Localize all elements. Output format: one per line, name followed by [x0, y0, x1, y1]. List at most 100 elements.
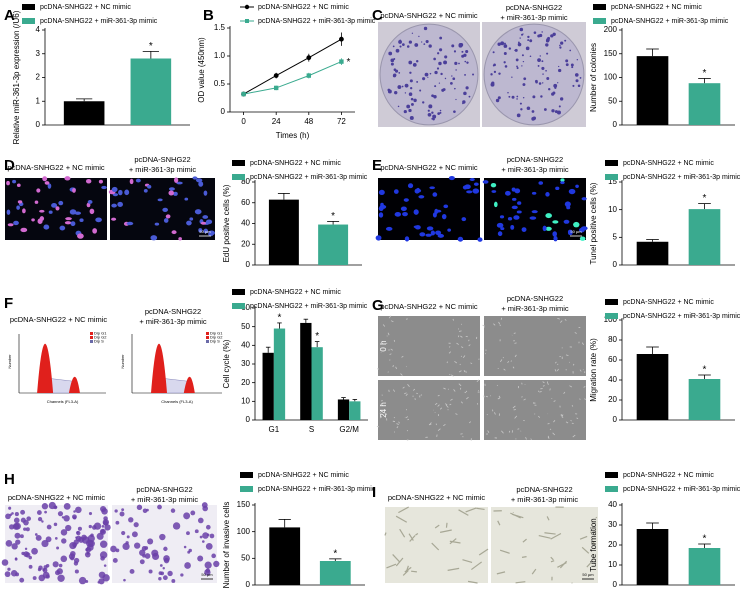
nucleus [419, 232, 426, 237]
nucleus [31, 218, 35, 222]
invasive-cell [142, 508, 148, 514]
cell-edge [563, 391, 566, 394]
invasive-cell [54, 537, 58, 540]
y-tick-label: 15 [608, 177, 617, 186]
legend-swatch [22, 18, 35, 24]
cell-edge [468, 339, 470, 342]
colony [490, 82, 495, 87]
cell-edge [407, 383, 410, 387]
cell-edge [464, 391, 467, 394]
invasive-cell [55, 570, 61, 576]
colony [390, 58, 395, 63]
tube-segment [404, 566, 412, 573]
invasive-cell [76, 531, 79, 534]
image-caption: pcDNA-SNHG22 [507, 155, 563, 164]
colony [500, 41, 505, 46]
invasive-cell [37, 567, 42, 572]
colony [437, 52, 440, 55]
colony [572, 84, 575, 87]
y-tick-label: 80 [241, 177, 250, 186]
colony [511, 76, 513, 78]
invasive-cell [81, 536, 90, 544]
data-point [339, 36, 344, 42]
colony [532, 95, 536, 99]
colony [538, 82, 542, 85]
cell-edge [434, 402, 438, 405]
nucleus [111, 186, 118, 192]
colony [565, 59, 569, 63]
nucleus [400, 206, 407, 212]
invasive-cell [31, 547, 38, 555]
legend-swatch [605, 313, 618, 319]
invasive-cell [53, 522, 58, 527]
legend-label: pcDNA-SNHG22 + miR-361-3p mimic [623, 174, 741, 181]
invasive-cell [158, 577, 162, 581]
y-tick-label: 0 [246, 580, 251, 589]
y-tick-label: 10 [608, 205, 617, 214]
colony [461, 50, 464, 53]
colony [522, 83, 526, 87]
scale-bar-label: 50 µm [582, 572, 594, 577]
invasive-cell [205, 524, 211, 530]
image-caption: pcDNA-SNHG22 + NC mimic [388, 493, 486, 502]
flow-g1-peak [151, 343, 167, 393]
invasive-cell [139, 549, 146, 556]
scale-bar-label: 50 µm [199, 229, 211, 234]
legend-swatch [240, 472, 253, 478]
nucleus [491, 190, 497, 193]
nucleus [415, 188, 422, 193]
colony [574, 73, 579, 77]
colony [490, 73, 493, 76]
legend-label: pcDNA-SNHG22 + NC mimic [250, 160, 341, 167]
colony [439, 62, 442, 65]
colony [577, 84, 581, 88]
nucleus [44, 181, 50, 185]
colony [516, 65, 518, 68]
cell-edge [564, 319, 567, 321]
cell-edge [388, 315, 392, 319]
legend-swatch [605, 160, 618, 166]
nucleus [568, 188, 576, 195]
invasive-cell [98, 578, 105, 585]
tube-segment [415, 532, 419, 536]
nucleus [6, 209, 11, 215]
tube-segment [384, 532, 387, 536]
y-axis-label: Number of invasive cells [222, 502, 231, 589]
micrograph [377, 315, 480, 377]
bar [636, 354, 669, 420]
legend-marker [244, 4, 250, 10]
invasive-cell [197, 517, 204, 524]
y-tick-label: 80 [608, 335, 617, 344]
nucleus [443, 204, 449, 209]
flow-legend-swatch [90, 340, 93, 343]
invasive-cell [162, 567, 165, 570]
colony [418, 35, 420, 38]
invasive-cell [7, 567, 11, 571]
colony [433, 57, 436, 61]
nucleus [129, 178, 134, 185]
colony [434, 70, 438, 75]
flow-g1-peak [37, 343, 54, 393]
invasive-cell [78, 576, 87, 585]
colony [559, 46, 562, 49]
colony [556, 110, 561, 115]
colony [519, 27, 524, 32]
nucleus [531, 210, 538, 214]
bar [318, 224, 349, 265]
flow-legend-label: Dip S [94, 339, 104, 344]
nucleus [447, 228, 451, 232]
colony [472, 73, 475, 76]
invasive-cell [74, 569, 79, 574]
tube-segment [538, 534, 551, 539]
colony [425, 39, 429, 44]
colony [552, 32, 556, 36]
nucleus [176, 181, 183, 185]
nucleus [150, 235, 158, 241]
invasive-cell [14, 512, 19, 517]
tube-segment [467, 580, 478, 584]
invasive-cell [112, 557, 118, 563]
nucleus [510, 224, 515, 230]
nucleus [22, 208, 26, 214]
y-tick-label: 0 [221, 107, 226, 116]
flow-legend-label: Dip S [210, 339, 220, 344]
